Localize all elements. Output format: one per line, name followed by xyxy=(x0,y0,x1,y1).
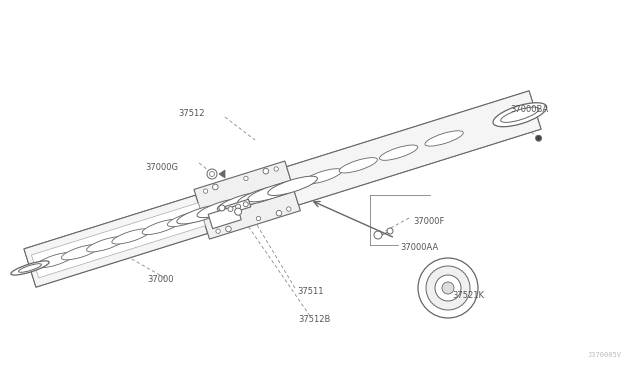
Text: 37000F: 37000F xyxy=(413,218,444,227)
Ellipse shape xyxy=(339,158,378,173)
Text: 37512: 37512 xyxy=(178,109,205,119)
Ellipse shape xyxy=(142,219,180,235)
Circle shape xyxy=(207,169,217,179)
Circle shape xyxy=(442,282,454,294)
Circle shape xyxy=(426,266,470,310)
Ellipse shape xyxy=(493,103,547,127)
Circle shape xyxy=(212,184,218,190)
Ellipse shape xyxy=(11,261,49,275)
Text: J370005V: J370005V xyxy=(588,352,622,358)
Circle shape xyxy=(209,171,214,176)
Circle shape xyxy=(216,229,220,233)
Circle shape xyxy=(219,205,225,211)
Circle shape xyxy=(374,231,382,239)
Ellipse shape xyxy=(61,244,100,260)
Polygon shape xyxy=(31,203,205,278)
Ellipse shape xyxy=(268,176,317,196)
Polygon shape xyxy=(24,195,207,287)
Circle shape xyxy=(287,207,291,211)
Text: 37521K: 37521K xyxy=(452,291,484,299)
Ellipse shape xyxy=(500,107,539,122)
Polygon shape xyxy=(219,170,225,178)
Circle shape xyxy=(236,204,241,209)
Circle shape xyxy=(235,208,242,215)
Ellipse shape xyxy=(237,186,287,205)
Ellipse shape xyxy=(258,179,307,199)
Circle shape xyxy=(204,189,208,193)
Text: 37000AA: 37000AA xyxy=(400,244,438,253)
Ellipse shape xyxy=(380,145,418,160)
Ellipse shape xyxy=(168,211,205,227)
Polygon shape xyxy=(208,205,241,229)
Ellipse shape xyxy=(217,192,267,211)
Circle shape xyxy=(276,210,282,216)
Ellipse shape xyxy=(86,237,125,252)
Polygon shape xyxy=(287,91,541,205)
Circle shape xyxy=(536,135,541,141)
Polygon shape xyxy=(225,199,251,214)
Ellipse shape xyxy=(177,205,227,224)
Ellipse shape xyxy=(425,131,463,146)
Text: 37512B: 37512B xyxy=(298,315,330,324)
Circle shape xyxy=(418,258,478,318)
Text: 37000G: 37000G xyxy=(145,163,178,171)
Ellipse shape xyxy=(19,264,42,272)
Polygon shape xyxy=(194,161,300,239)
Ellipse shape xyxy=(304,169,342,184)
Circle shape xyxy=(243,202,248,207)
Circle shape xyxy=(256,217,260,221)
Polygon shape xyxy=(24,91,541,287)
Text: 37000BA: 37000BA xyxy=(510,106,548,115)
Circle shape xyxy=(274,167,278,171)
Ellipse shape xyxy=(36,253,74,268)
Circle shape xyxy=(435,275,461,301)
Circle shape xyxy=(228,206,233,212)
Ellipse shape xyxy=(248,183,297,202)
Circle shape xyxy=(387,228,393,234)
Text: 37511: 37511 xyxy=(297,288,323,296)
Text: 37000: 37000 xyxy=(147,276,173,285)
Circle shape xyxy=(263,169,269,174)
Ellipse shape xyxy=(112,229,150,244)
Circle shape xyxy=(244,176,248,181)
Circle shape xyxy=(226,226,231,232)
Ellipse shape xyxy=(197,198,247,218)
